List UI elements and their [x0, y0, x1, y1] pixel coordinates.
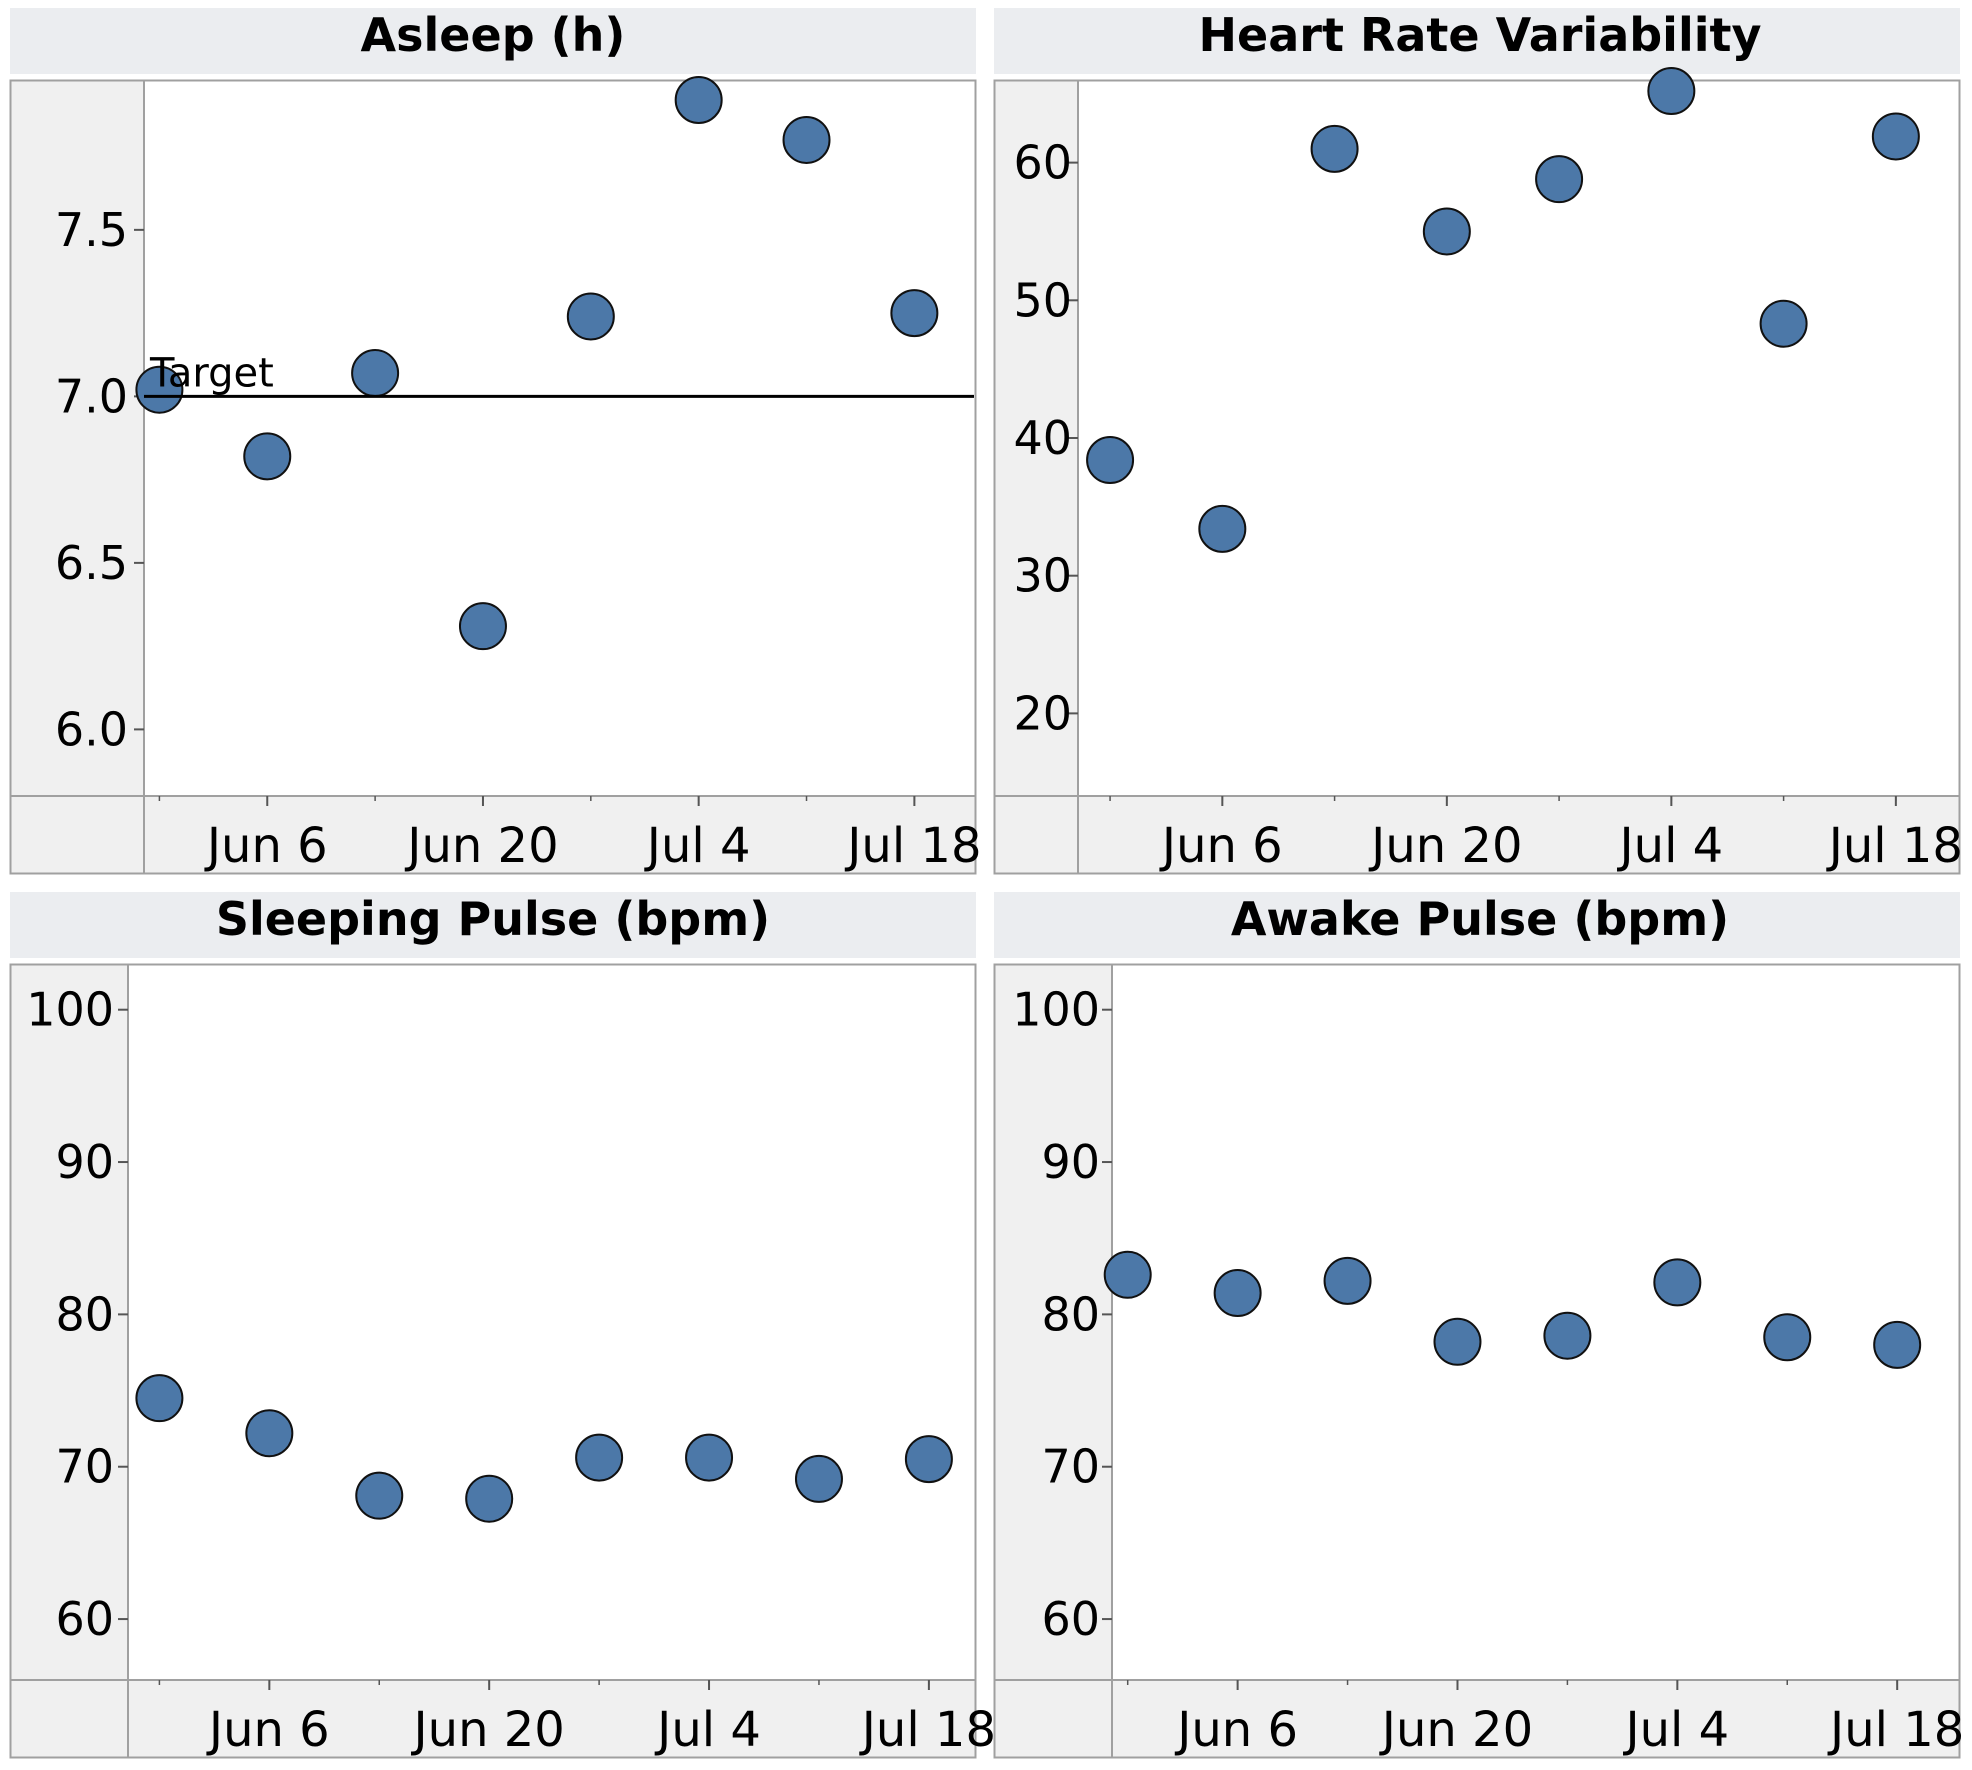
x-tick-label: Jun 6: [204, 818, 328, 874]
data-point: [575, 1433, 624, 1482]
data-point: [904, 1435, 953, 1484]
data-point: [1433, 1317, 1482, 1366]
data-point: [1871, 112, 1920, 161]
data-point: [1422, 207, 1471, 256]
panel-title-asleep: Asleep (h): [361, 8, 626, 62]
x-tick-label: Jul 4: [1616, 818, 1723, 874]
x-tick-label: Jun 20: [1379, 1702, 1533, 1758]
panel-asleep: 6.0 6.5 7.0 7.5 Jun 6 Jun 20 Jul 4 Jul 18 Target…: [9, 8, 981, 875]
x-tick-label: Jul 4: [1622, 1702, 1729, 1758]
y-tick-label: 7.0: [55, 369, 128, 423]
reference-line-label: Target: [149, 350, 274, 396]
y-tick-label: 80: [1041, 1287, 1100, 1341]
panel-heart-rate-variability: 20 30 40 50 60 Jun 6 Jun 20 Jul 4 Jul 18 Heart Ra…: [993, 8, 1963, 875]
x-tick-label: Jun 6: [206, 1702, 330, 1758]
data-point: [1086, 436, 1135, 485]
data-point: [1213, 1269, 1262, 1318]
data-point: [890, 289, 939, 338]
data-point: [465, 1474, 514, 1523]
x-tick-label: Jul 4: [644, 818, 751, 874]
panel-sleeping-pulse: 60 70 80 90 100 Jun 6 Jun 20 Jul 4 Jul 18 Sleepin…: [9, 892, 996, 1759]
y-tick-label: 100: [1012, 983, 1100, 1037]
y-tick-label: 80: [55, 1287, 114, 1341]
data-point: [685, 1433, 734, 1482]
x-axis-band: [994, 796, 1960, 874]
y-tick-label: 40: [1013, 411, 1072, 465]
y-tick-label: 60: [1041, 1592, 1100, 1646]
data-point: [1323, 1256, 1372, 1305]
data-point: [245, 1409, 294, 1458]
panel-awake-pulse: 60 70 80 90 100 Jun 6 Jun 20 Jul 4 Jul 18 Awake P…: [993, 892, 1964, 1759]
x-tick-label: Jul 18: [1827, 1702, 1964, 1758]
panel-title-hrv: Heart Rate Variability: [1199, 8, 1762, 62]
data-point: [674, 75, 723, 124]
y-tick-label: 7.5: [55, 203, 128, 257]
x-tick-label: Jul 4: [654, 1702, 761, 1758]
x-tick-label: Jul 18: [859, 1702, 996, 1758]
data-point: [1763, 1313, 1812, 1362]
y-tick-label: 60: [1013, 136, 1072, 190]
data-point: [794, 1454, 843, 1503]
data-point: [1103, 1250, 1152, 1299]
y-tick-label: 90: [55, 1135, 114, 1189]
data-point: [355, 1471, 404, 1520]
panel-header: [10, 892, 976, 958]
y-tick-label: 70: [55, 1440, 114, 1494]
x-axis-band: [994, 1680, 1960, 1758]
panel-frame: [9, 79, 977, 875]
data-point: [135, 1374, 184, 1423]
y-tick-label: 6.5: [55, 536, 128, 590]
data-point: [1873, 1320, 1922, 1369]
y-tick-label: 20: [1013, 686, 1072, 740]
x-axis-band: [10, 796, 976, 874]
data-point: [1198, 504, 1247, 553]
data-point: [1647, 67, 1696, 116]
panel-frame: [993, 79, 1961, 875]
panel-header: [994, 892, 1960, 958]
data-point: [782, 115, 831, 164]
data-point: [1759, 299, 1808, 348]
x-tick-label: Jun 6: [1159, 818, 1283, 874]
y-tick-label: 60: [55, 1592, 114, 1646]
y-tick-label: 70: [1041, 1440, 1100, 1494]
panel-frame: [993, 963, 1961, 1759]
data-point: [243, 432, 292, 481]
x-tick-label: Jun 20: [1368, 818, 1522, 874]
plot-inner: [1112, 964, 1960, 1680]
y-tick-label: 6.0: [55, 702, 128, 756]
y-tick-label: 90: [1041, 1135, 1100, 1189]
data-point: [1543, 1311, 1592, 1360]
data-point: [351, 349, 400, 398]
panel-header: [10, 8, 976, 74]
y-axis-band: [10, 964, 128, 1758]
data-point: [135, 365, 184, 414]
x-tick-label: Jun 20: [411, 1702, 565, 1758]
x-axis-band: [10, 1680, 976, 1758]
y-tick-label: 30: [1013, 549, 1072, 603]
data-point: [1653, 1258, 1702, 1307]
data-point: [458, 602, 507, 651]
plot-inner: [128, 964, 976, 1680]
plot-inner: [1078, 80, 1960, 796]
data-point: [1310, 124, 1359, 173]
y-axis-band: [10, 80, 144, 874]
panel-title-sleeping-pulse: Sleeping Pulse (bpm): [216, 892, 770, 946]
y-axis-band: [994, 964, 1112, 1758]
panel-title-awake-pulse: Awake Pulse (bpm): [1231, 892, 1729, 946]
x-tick-label: Jun 20: [404, 818, 558, 874]
panel-frame: [9, 963, 977, 1759]
y-tick-label: 50: [1013, 273, 1072, 327]
x-tick-label: Jul 18: [844, 818, 981, 874]
data-point: [1535, 155, 1584, 204]
y-axis-band: [994, 80, 1078, 874]
data-point: [566, 292, 615, 341]
y-tick-label: 100: [26, 983, 114, 1037]
panel-header: [994, 8, 1960, 74]
x-tick-label: Jul 18: [1826, 818, 1963, 874]
x-tick-label: Jun 6: [1174, 1702, 1298, 1758]
